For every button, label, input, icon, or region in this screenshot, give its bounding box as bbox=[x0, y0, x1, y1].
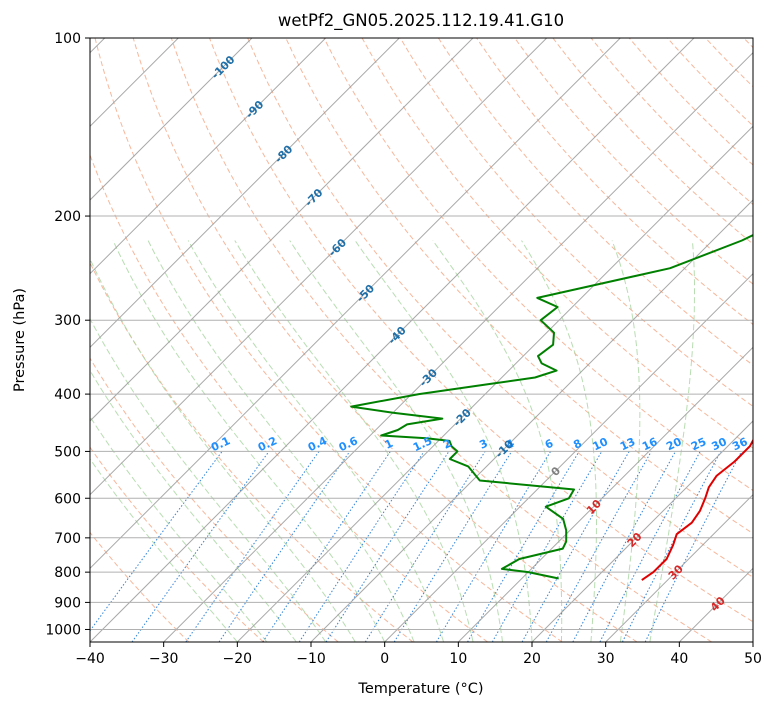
isotherm bbox=[90, 38, 327, 275]
isotherm bbox=[384, 272, 753, 642]
moist-adiabat bbox=[234, 240, 474, 642]
x-tick-label: 40 bbox=[670, 651, 688, 667]
mixing-ratio-line bbox=[131, 451, 270, 642]
isotherm bbox=[90, 38, 474, 422]
profile-line bbox=[350, 233, 753, 580]
moist-adiabat bbox=[289, 240, 503, 642]
moist-adiabat bbox=[90, 257, 356, 642]
mixing-ratio-label: 13 bbox=[618, 435, 637, 453]
isotherm bbox=[310, 199, 753, 642]
dry-adiabat bbox=[323, 38, 753, 492]
mixing-ratio-line bbox=[393, 451, 513, 642]
x-tick-label: 0 bbox=[380, 651, 389, 667]
moist-adiabat bbox=[611, 240, 641, 642]
profile-lines bbox=[350, 233, 753, 581]
chart-title: wetPf2_GN05.2025.112.19.41.G10 bbox=[278, 11, 564, 31]
x-tick-label: −30 bbox=[149, 651, 179, 667]
plot-background bbox=[90, 38, 753, 642]
mixing-ratio-line bbox=[572, 451, 676, 642]
dry-adiabat bbox=[90, 153, 488, 642]
y-tick-label: 800 bbox=[54, 565, 81, 581]
x-tick-label: 10 bbox=[449, 651, 467, 667]
mixing-ratio-line bbox=[599, 451, 701, 642]
isotherm bbox=[90, 38, 548, 496]
y-tick-label: 700 bbox=[54, 531, 81, 547]
mixing-ratio-line bbox=[325, 451, 450, 642]
mixing-ratio-line bbox=[298, 451, 425, 642]
x-tick-label: 50 bbox=[744, 651, 762, 667]
mixing-ratio-line bbox=[364, 451, 486, 642]
x-tick-label: −20 bbox=[223, 651, 253, 667]
mixing-ratio-line bbox=[491, 451, 603, 642]
isotherm bbox=[605, 493, 753, 642]
isotherm bbox=[90, 38, 621, 570]
mixing-ratio-label: 20 bbox=[664, 435, 684, 453]
isotherm bbox=[457, 346, 753, 642]
mixing-ratio-line bbox=[644, 451, 742, 642]
axes: −40 −30 −20 −10 0 10 20 30 40 50 100 200 300 400 500 60… bbox=[45, 31, 762, 667]
background-lines bbox=[90, 38, 753, 642]
isotherm bbox=[163, 51, 753, 642]
moist-adiabat bbox=[112, 240, 386, 642]
moist-adiabat bbox=[90, 317, 327, 642]
x-tick-label: 30 bbox=[597, 651, 615, 667]
dry-adiabat bbox=[90, 261, 414, 642]
moist-adiabat bbox=[90, 415, 268, 642]
y-tick-label: 600 bbox=[54, 491, 81, 507]
dry-adiabat bbox=[552, 38, 753, 245]
isotherm bbox=[90, 38, 695, 642]
x-tick-label: −10 bbox=[296, 651, 326, 667]
mixing-ratio-line bbox=[90, 451, 223, 632]
isotherm bbox=[90, 38, 400, 349]
dry-adiabat bbox=[590, 38, 753, 206]
dry-adiabat bbox=[170, 38, 712, 642]
y-tick-label: 300 bbox=[54, 313, 81, 329]
isotherm bbox=[236, 125, 753, 642]
moist-adiabat bbox=[90, 458, 238, 642]
dry-adiabat bbox=[90, 531, 190, 642]
moist-adiabat bbox=[90, 369, 297, 642]
isotherm bbox=[531, 420, 753, 642]
dry-adiabat bbox=[94, 38, 563, 642]
x-axis-label: Temperature (°C) bbox=[357, 681, 483, 697]
dry-adiabat bbox=[247, 38, 753, 578]
mixing-ratio-label: 30 bbox=[710, 435, 730, 453]
y-axis-label: Pressure (hPa) bbox=[12, 288, 28, 392]
mixing-ratio-line bbox=[521, 451, 630, 642]
mixing-ratio-label: 10 bbox=[591, 435, 611, 453]
mixing-ratio-line bbox=[185, 451, 320, 642]
dry-adiabat bbox=[90, 357, 339, 642]
y-tick-label: 500 bbox=[54, 444, 81, 460]
dry-adiabat bbox=[399, 38, 753, 407]
plot-frame bbox=[89, 37, 754, 643]
mixing-ratio-label: 25 bbox=[689, 435, 708, 453]
y-tick-label: 100 bbox=[54, 31, 81, 47]
dry-adiabat bbox=[437, 38, 753, 366]
profile-line bbox=[641, 438, 753, 581]
y-tick-label: 400 bbox=[54, 387, 81, 403]
y-tick-label: 1000 bbox=[45, 622, 81, 638]
isotherm bbox=[752, 641, 753, 642]
x-tick-label: −40 bbox=[75, 651, 105, 667]
moist-adiabat bbox=[521, 240, 597, 642]
moist-adiabat bbox=[649, 240, 695, 642]
dry-adiabat bbox=[132, 38, 638, 642]
y-tick-label: 200 bbox=[54, 209, 81, 225]
dry-adiabat bbox=[285, 38, 753, 535]
mixing-ratio-label: 36 bbox=[730, 435, 750, 453]
x-tick-label: 20 bbox=[523, 651, 541, 667]
mixing-ratio-label: 16 bbox=[640, 435, 660, 453]
y-tick-label: 900 bbox=[54, 595, 81, 611]
moist-adiabat bbox=[147, 240, 415, 642]
isotherm bbox=[90, 38, 253, 201]
dry-adiabat bbox=[476, 38, 753, 326]
moist-adiabat bbox=[187, 240, 445, 642]
dry-adiabat bbox=[209, 38, 753, 623]
